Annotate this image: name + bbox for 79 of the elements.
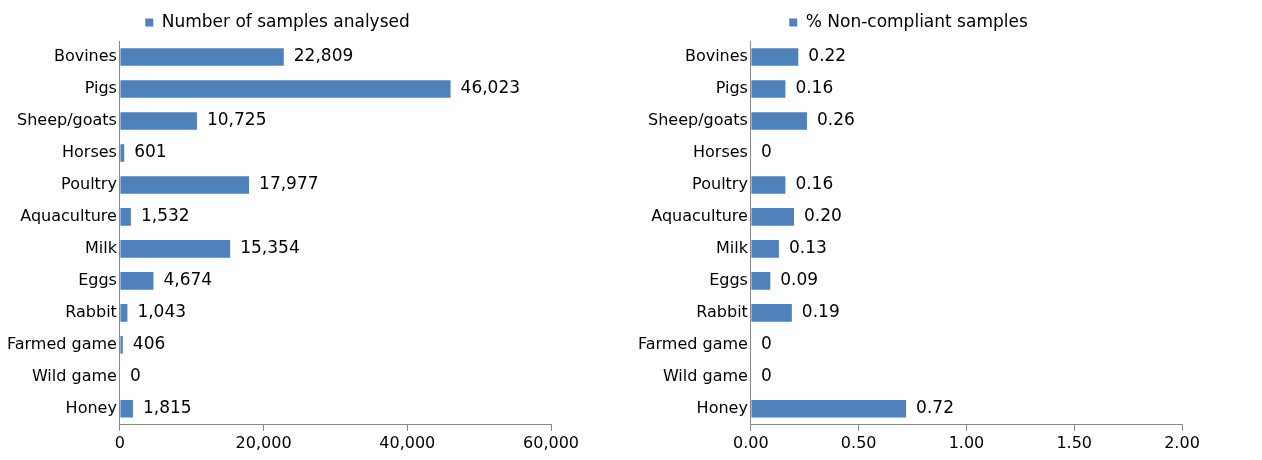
data-label: 15,354 <box>240 237 300 258</box>
data-label: 0.26 <box>816 109 855 130</box>
y-tick-label: Sheep/goats <box>648 110 748 130</box>
bar <box>751 208 795 226</box>
x-tick-label: 60,000 <box>523 432 579 452</box>
data-label: 0.13 <box>788 237 827 258</box>
x-tick-label: 1.00 <box>948 432 985 452</box>
x-tick-label: 2.00 <box>1164 432 1200 452</box>
data-label: 0.16 <box>795 173 834 194</box>
bar <box>120 112 197 130</box>
bar <box>751 400 907 418</box>
bar <box>120 272 154 290</box>
data-label: 0.20 <box>804 205 842 226</box>
data-label: 406 <box>132 333 166 354</box>
x-tick-label: 0.00 <box>733 432 769 452</box>
y-tick-label: Rabbit <box>696 302 748 322</box>
bar <box>120 400 133 418</box>
y-tick-label: Milk <box>84 238 118 258</box>
y-tick-label: Aquaculture <box>20 206 117 226</box>
y-tick-label: Farmed game <box>637 334 748 353</box>
data-label: 0 <box>760 333 772 354</box>
data-label: 0.09 <box>780 269 819 290</box>
y-tick-label: Horses <box>692 142 748 162</box>
y-tick-label: Farmed game <box>6 334 117 353</box>
bar <box>120 80 451 98</box>
y-tick-label: Sheep/goats <box>17 110 117 130</box>
data-label: 0.19 <box>801 301 840 322</box>
legend-label: % Non-compliant samples <box>805 10 1028 31</box>
data-label: 0.72 <box>916 397 954 418</box>
bar <box>120 176 250 194</box>
data-label: 4,674 <box>163 269 213 290</box>
y-tick-label: Bovines <box>53 46 117 66</box>
data-label: 1,532 <box>140 205 190 226</box>
x-tick-label: 40,000 <box>379 432 436 452</box>
bar <box>120 48 284 66</box>
x-tick-label: 0 <box>114 432 125 452</box>
bar <box>751 304 792 322</box>
y-tick-label: Wild game <box>662 365 748 385</box>
y-tick-label: Poultry <box>692 174 748 194</box>
bar <box>120 304 128 322</box>
bar <box>751 48 799 66</box>
legend-label: Number of samples analysed <box>161 10 410 31</box>
data-label: 0.22 <box>808 45 847 66</box>
data-label: 1,043 <box>137 301 187 322</box>
data-label: 0.16 <box>795 77 834 98</box>
y-tick-label: Horses <box>61 142 117 162</box>
y-tick-label: Eggs <box>709 270 748 290</box>
bar <box>120 240 231 258</box>
y-tick-label: Honey <box>65 397 117 417</box>
y-tick-label: Rabbit <box>65 302 117 322</box>
y-tick-label: Pigs <box>715 78 748 98</box>
y-tick-label: Poultry <box>61 174 117 194</box>
y-tick-label: Bovines <box>684 46 748 66</box>
y-tick-label: Wild game <box>31 365 117 385</box>
bar <box>751 112 807 130</box>
data-label: 22,809 <box>293 45 354 66</box>
y-tick-label: Eggs <box>78 270 117 290</box>
bar <box>120 208 131 226</box>
data-label: 0 <box>760 141 772 162</box>
data-label: 0 <box>760 365 772 386</box>
data-label: 601 <box>134 141 167 162</box>
y-tick-label: Pigs <box>84 78 117 98</box>
data-label: 10,725 <box>206 109 267 130</box>
bar <box>751 80 786 98</box>
data-label: 0 <box>129 365 141 386</box>
bar <box>120 144 125 162</box>
bar <box>751 176 786 194</box>
x-tick-label: 0.50 <box>840 432 877 452</box>
bar <box>751 272 771 290</box>
data-label: 46,023 <box>460 77 521 98</box>
bar <box>120 336 123 354</box>
data-label: 1,815 <box>142 397 192 418</box>
data-label: 17,977 <box>259 173 319 194</box>
x-tick-label: 1.50 <box>1056 432 1093 452</box>
x-tick-label: 20,000 <box>235 432 292 452</box>
y-tick-label: Honey <box>696 397 748 417</box>
bar <box>751 240 779 258</box>
y-tick-label: Milk <box>715 238 749 258</box>
y-tick-label: Aquaculture <box>651 206 748 226</box>
